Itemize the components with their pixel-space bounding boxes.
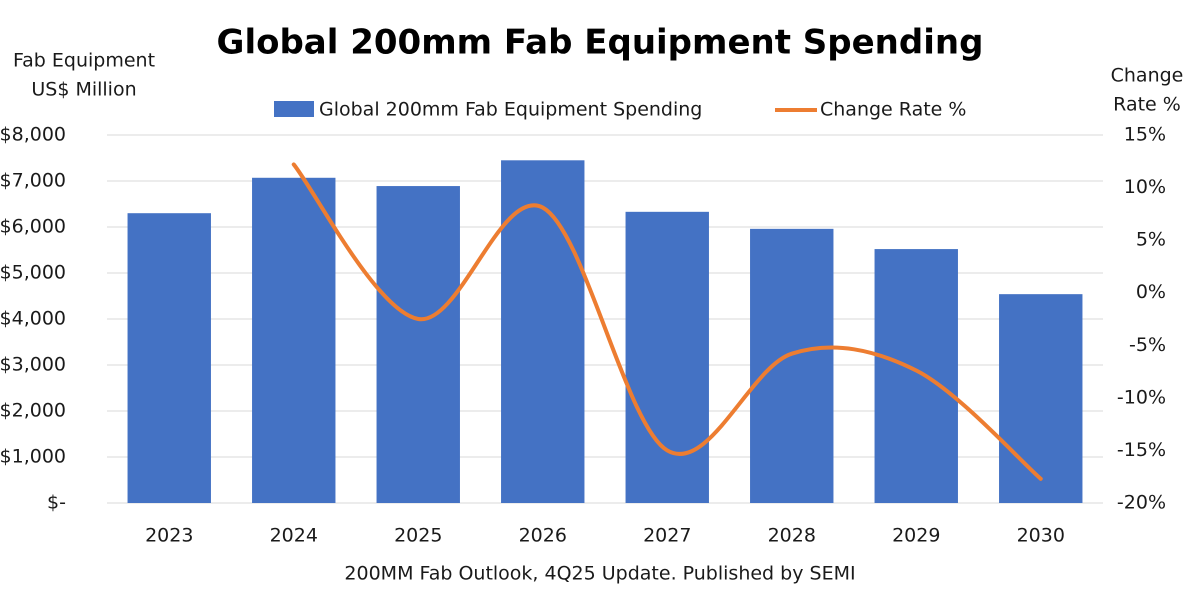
y-tick-label: $1,000 [0,446,66,468]
bar [874,249,958,503]
y-tick-label: $3,000 [0,354,66,376]
bar [999,294,1083,503]
bar [127,213,211,503]
x-tick-label: 2023 [145,525,193,547]
x-tick-label: 2026 [519,525,567,547]
y2-tick-label: 5% [1136,229,1166,251]
y-tick-label: $5,000 [0,262,66,284]
bar [252,177,336,503]
bar [501,160,585,504]
x-tick-label: 2028 [768,525,816,547]
legend-label: Global 200mm Fab Equipment Spending [319,99,702,121]
y-tick-label: $7,000 [0,170,66,192]
y-tick-label: $2,000 [0,400,66,422]
y2-tick-label: -10% [1117,386,1166,408]
y2-tick-label: -20% [1117,492,1166,514]
legend-label: Change Rate % [820,99,966,121]
chart-title: Global 200mm Fab Equipment Spending [217,23,984,63]
y-tick-label: $4,000 [0,308,66,330]
y-axis-title: US$ Million [31,79,136,101]
x-axis-title: 200MM Fab Outlook, 4Q25 Update. Publishe… [344,563,855,585]
y2-axis-title: Change [1111,65,1184,87]
bar [376,186,460,503]
y-axis-title: Fab Equipment [13,50,155,72]
x-tick-label: 2029 [892,525,940,547]
y2-tick-label: 10% [1124,176,1166,198]
y2-tick-label: 15% [1124,124,1166,146]
y2-tick-label: -5% [1129,334,1166,356]
x-tick-label: 2027 [643,525,691,547]
bar [625,211,709,503]
y-tick-label: $8,000 [0,124,66,146]
line [291,162,1043,481]
legend-swatch [274,101,314,117]
y-tick-label: $6,000 [0,216,66,238]
x-tick-label: 2024 [270,525,318,547]
bar [750,228,834,503]
y2-tick-label: 0% [1136,281,1166,303]
y-tick-label: $- [47,492,66,514]
y2-tick-label: -15% [1117,439,1166,461]
x-tick-label: 2030 [1017,525,1065,547]
x-tick-label: 2025 [394,525,442,547]
y2-axis-title: Rate % [1113,94,1181,116]
